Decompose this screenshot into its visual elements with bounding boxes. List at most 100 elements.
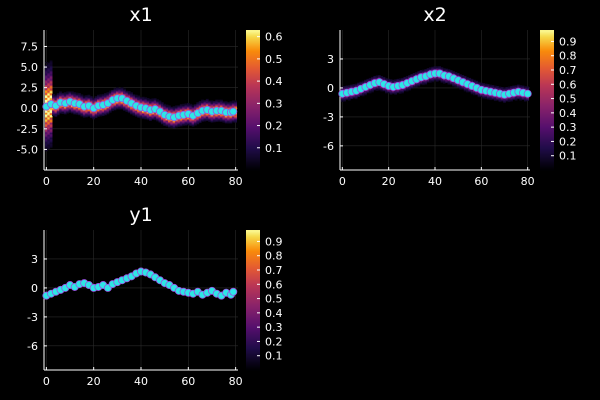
x1-heat-cell	[184, 103, 188, 105]
x2-y-tick-label: 0	[327, 82, 334, 95]
x1-heat-cell	[189, 119, 193, 121]
x2-heat-cell	[519, 85, 523, 87]
x1-heat-cell	[201, 102, 204, 105]
x1-heat-cell	[175, 109, 178, 111]
x1-heat-cell	[177, 123, 181, 125]
x1-heat-cell	[92, 103, 96, 105]
x1-heat-cell	[44, 120, 48, 122]
x1-heat-cell	[115, 93, 119, 95]
x1-heat-cell	[99, 112, 103, 114]
x2-heat-cell	[473, 80, 476, 83]
x1-heat-cell	[160, 117, 164, 120]
x1-heat-cell	[115, 90, 119, 92]
x1-heat-cell	[170, 108, 174, 111]
x2-heat-cell	[489, 97, 492, 99]
y1-colorbar-step	[246, 342, 260, 345]
x1-colorbar-step	[246, 80, 260, 83]
x1-heat-cell	[137, 110, 141, 112]
x2-heat-cell	[524, 88, 527, 90]
x1-heat-cell	[75, 97, 79, 99]
x1-heat-cell	[132, 112, 136, 114]
x1-heat-cell	[94, 98, 98, 101]
x2-heat-cell	[343, 87, 346, 89]
x1-heat-cell	[184, 119, 188, 121]
x1-heat-cell	[52, 112, 55, 115]
x1-heat-cell	[163, 108, 167, 111]
x1-heat-cell	[201, 120, 204, 122]
x1-colorbar-step	[246, 148, 260, 151]
x1-heat-cell	[127, 105, 131, 108]
x1-heat-cell	[52, 108, 55, 111]
x1-heat-cell	[229, 117, 233, 119]
x1-colorbar-step	[246, 92, 260, 95]
x1-heat-cell	[125, 108, 129, 110]
x2-colorbar-step	[540, 56, 554, 59]
x1-heat-cell	[179, 124, 183, 127]
x1-heat-cell	[89, 114, 93, 117]
x1-heat-cell	[123, 89, 126, 91]
x1-colorbar-step	[246, 168, 260, 171]
x1-heat-cell	[101, 111, 105, 114]
x1-heat-cell	[71, 94, 74, 96]
x1-heat-cell	[156, 104, 159, 106]
x2-heat-cell	[514, 86, 518, 88]
x2-colorbar-step	[540, 58, 554, 61]
x1-heat-cell	[71, 106, 74, 108]
x1-heat-cell	[101, 110, 105, 113]
x1-heat-cell	[220, 119, 223, 121]
x1-heat-cell	[144, 99, 148, 101]
y1-colorbar-tick-label: 0.3	[265, 321, 283, 334]
x1-heat-cell	[113, 94, 117, 96]
x1-colorbar-tick-label: 0.2	[265, 120, 283, 133]
x2-heat-cell	[417, 83, 421, 86]
x1-heat-cell	[146, 115, 150, 118]
x1-heat-cell	[170, 125, 174, 127]
x1-heat-cell	[71, 91, 74, 93]
x1-heat-cell	[215, 117, 219, 119]
x1-heat-cell	[212, 120, 216, 123]
x1-heat-cell	[82, 95, 86, 97]
x2-heat-cell	[512, 87, 516, 90]
x1-heat-cell	[184, 121, 188, 123]
x1-heat-cell	[47, 63, 51, 66]
x1-heat-cell	[182, 118, 185, 120]
x2-heat-cell	[347, 87, 351, 90]
x1-heat-cell	[165, 104, 169, 106]
x2-heat-cell	[347, 85, 351, 87]
x2-colorbar-step	[540, 114, 554, 117]
x1-heat-cell	[203, 101, 207, 103]
x1-heat-cell	[66, 94, 70, 96]
x2-heat-cell	[500, 89, 504, 91]
x1-heat-cell	[149, 101, 152, 104]
x2-heat-cell	[447, 83, 451, 85]
x2-colorbar-step	[540, 44, 554, 47]
x2-heat-cell	[429, 80, 432, 82]
x1-heat-cell	[47, 123, 51, 126]
x1-heat-cell	[111, 91, 114, 94]
x2-heat-cell	[435, 80, 439, 82]
x1-y-tick-label: 0.0	[21, 102, 39, 115]
x2-heat-cell	[366, 80, 370, 82]
x2-heat-cell	[500, 88, 504, 90]
x1-heat-cell	[224, 106, 228, 108]
x1-heat-cell	[153, 116, 157, 119]
x2-heat-cell	[345, 85, 349, 88]
x2-heat-cell	[521, 86, 525, 89]
x1-heat-cell	[153, 112, 157, 115]
x1-heat-cell	[73, 97, 77, 99]
x1-heat-cell	[47, 130, 51, 133]
x2-heat-cell	[452, 81, 455, 84]
x1-heat-cell	[153, 102, 157, 105]
x2-heat-cell	[354, 95, 358, 97]
x1-heat-cell	[106, 110, 110, 112]
x2-heat-cell	[364, 91, 367, 93]
x2-heat-cell	[391, 92, 395, 95]
x1-heat-cell	[49, 146, 53, 148]
x1-heat-cell	[132, 97, 136, 99]
x2-heat-cell	[435, 79, 439, 81]
x2-heat-cell	[396, 80, 400, 82]
x1-heat-cell	[94, 114, 98, 117]
x1-heat-cell	[87, 112, 91, 114]
x1-colorbar-step	[246, 34, 260, 37]
x2-heat-cell	[364, 92, 367, 95]
